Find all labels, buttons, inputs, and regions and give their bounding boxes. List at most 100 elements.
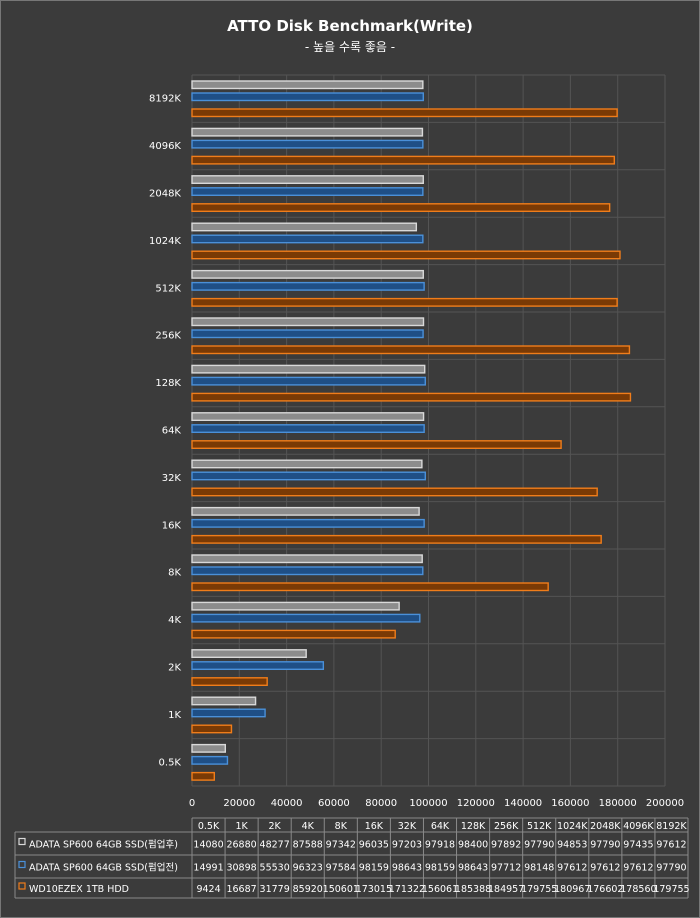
table-header-cell: 1K xyxy=(235,821,248,832)
bar-8192K-series-1 xyxy=(191,80,424,90)
table-value-cell: 30898 xyxy=(226,863,256,874)
category-label: 16K xyxy=(162,520,182,531)
table-value-cell: 97435 xyxy=(623,840,653,851)
table-value-cell: 26880 xyxy=(226,840,256,851)
table-header-cell: 64K xyxy=(431,821,450,832)
bar-256K-series-1 xyxy=(191,317,425,327)
x-tick-label: 80000 xyxy=(365,798,397,809)
bar-0.5K-series-3 xyxy=(191,771,215,781)
table-value-cell: 97584 xyxy=(326,863,356,874)
table-value-cell: 97203 xyxy=(392,840,422,851)
bar-8192K-series-3 xyxy=(191,108,618,118)
table-value-cell: 97612 xyxy=(656,840,686,851)
category-label: 512K xyxy=(155,283,181,294)
legend-swatch xyxy=(18,837,26,846)
bar-512K-series-1 xyxy=(191,269,424,279)
bar-256K-series-2 xyxy=(191,329,424,339)
chart-subtitle: - 높을 수록 좋음 - xyxy=(305,40,395,54)
bar-64K-series-2 xyxy=(191,424,425,433)
table-value-cell: 171322 xyxy=(389,884,425,895)
bar-1K-series-2 xyxy=(191,708,266,718)
table-value-cell: 98643 xyxy=(392,863,422,874)
x-tick-label: 100000 xyxy=(409,798,447,809)
bar-0.5K-series-1 xyxy=(191,743,226,753)
table-value-cell: 97612 xyxy=(623,863,653,874)
table-value-cell: 98159 xyxy=(425,863,455,874)
x-tick-label: 180000 xyxy=(599,798,637,809)
table-value-cell: 98148 xyxy=(524,863,554,874)
table-header-cell: 32K xyxy=(398,821,417,832)
table-header-cell: 0.5K xyxy=(198,821,220,832)
legend-swatch xyxy=(18,882,26,890)
table-value-cell: 179755 xyxy=(653,884,689,895)
table-value-cell: 55530 xyxy=(260,863,290,874)
bar-512K-series-2 xyxy=(191,281,425,291)
table-value-cell: 87588 xyxy=(293,840,323,851)
table-value-cell: 97918 xyxy=(425,840,455,851)
table-header-cell: 4K xyxy=(302,821,315,832)
x-tick-label: 0 xyxy=(189,798,195,809)
x-tick-labels: 0 20000 40000 60000 80000 100000 120000 140000 1… xyxy=(189,798,684,809)
bar-8K-series-2 xyxy=(191,566,424,576)
table-header-cell: 128K xyxy=(461,821,486,832)
bar-2K-series-3 xyxy=(191,677,268,686)
bar-0.5K-series-2 xyxy=(191,755,229,765)
table-header-cell: 2K xyxy=(269,821,282,832)
bar-1024K-series-3 xyxy=(191,250,621,260)
category-label: 256K xyxy=(155,331,181,342)
category-label: 32K xyxy=(162,473,182,484)
table-header-cell: 2048K xyxy=(590,821,621,832)
category-label: 2K xyxy=(168,663,181,674)
table-value-cell: 94853 xyxy=(557,840,587,851)
bar-4K-series-1 xyxy=(191,601,400,611)
table-value-cell: 48277 xyxy=(260,840,290,851)
table-header-cell: 1024K xyxy=(557,821,588,832)
x-tick-label: 60000 xyxy=(318,798,350,809)
bar-4096K-series-3 xyxy=(191,155,615,165)
bar-4096K-series-1 xyxy=(191,127,424,137)
x-tick-label: 40000 xyxy=(271,798,303,809)
legend-label: ADATA SP600 64GB SSD(펌업전) xyxy=(29,862,178,874)
table-value-cell: 97790 xyxy=(524,840,554,851)
table-value-cell: 96035 xyxy=(359,840,389,851)
table-value-cell: 14080 xyxy=(193,840,223,851)
table-value-cell: 176602 xyxy=(587,884,623,895)
category-label: 128K xyxy=(155,378,181,389)
bar-1024K-series-1 xyxy=(191,222,418,232)
legend-swatch xyxy=(18,860,26,869)
table-header-cell: 256K xyxy=(494,821,519,832)
bar-32K-series-1 xyxy=(191,459,423,469)
bar-16K-series-1 xyxy=(191,506,420,516)
table-value-cell: 97712 xyxy=(491,863,521,874)
x-tick-label: 120000 xyxy=(457,798,495,809)
table-value-cell: 31779 xyxy=(260,884,290,895)
x-tick-label: 200000 xyxy=(646,798,684,809)
chart-title: ATTO Disk Benchmark(Write) xyxy=(227,17,473,35)
category-label: 64K xyxy=(162,426,182,437)
bar-512K-series-3 xyxy=(191,297,618,307)
table-value-cell: 98400 xyxy=(458,840,488,851)
bar-2K-series-1 xyxy=(191,649,307,658)
category-label: 4K xyxy=(168,615,181,626)
category-label: 0.5K xyxy=(159,757,182,768)
category-label: 2048K xyxy=(149,189,181,200)
table-header-cell: 8K xyxy=(335,821,348,832)
bar-64K-series-1 xyxy=(191,412,425,421)
category-labels: 0.5K 1K 2K 4K 8K 16K 32K 64K 128K 256K 512K 1024K 20… xyxy=(149,94,181,769)
bar-32K-series-2 xyxy=(191,471,426,481)
bar-128K-series-1 xyxy=(191,364,426,374)
table-value-cell: 173015 xyxy=(356,884,392,895)
bar-4K-series-3 xyxy=(191,629,396,639)
table-header-cell: 512K xyxy=(527,821,552,832)
bar-16K-series-3 xyxy=(191,534,602,544)
bar-32K-series-3 xyxy=(191,487,598,497)
table-value-cell: 14991 xyxy=(193,863,223,874)
bar-2K-series-2 xyxy=(191,661,325,670)
bar-8K-series-3 xyxy=(191,582,549,592)
bar-1K-series-1 xyxy=(191,696,257,706)
category-label: 1K xyxy=(168,710,181,721)
bar-256K-series-3 xyxy=(191,345,631,355)
table-value-cell: 185388 xyxy=(455,884,491,895)
table-value-cell: 184957 xyxy=(488,884,524,895)
